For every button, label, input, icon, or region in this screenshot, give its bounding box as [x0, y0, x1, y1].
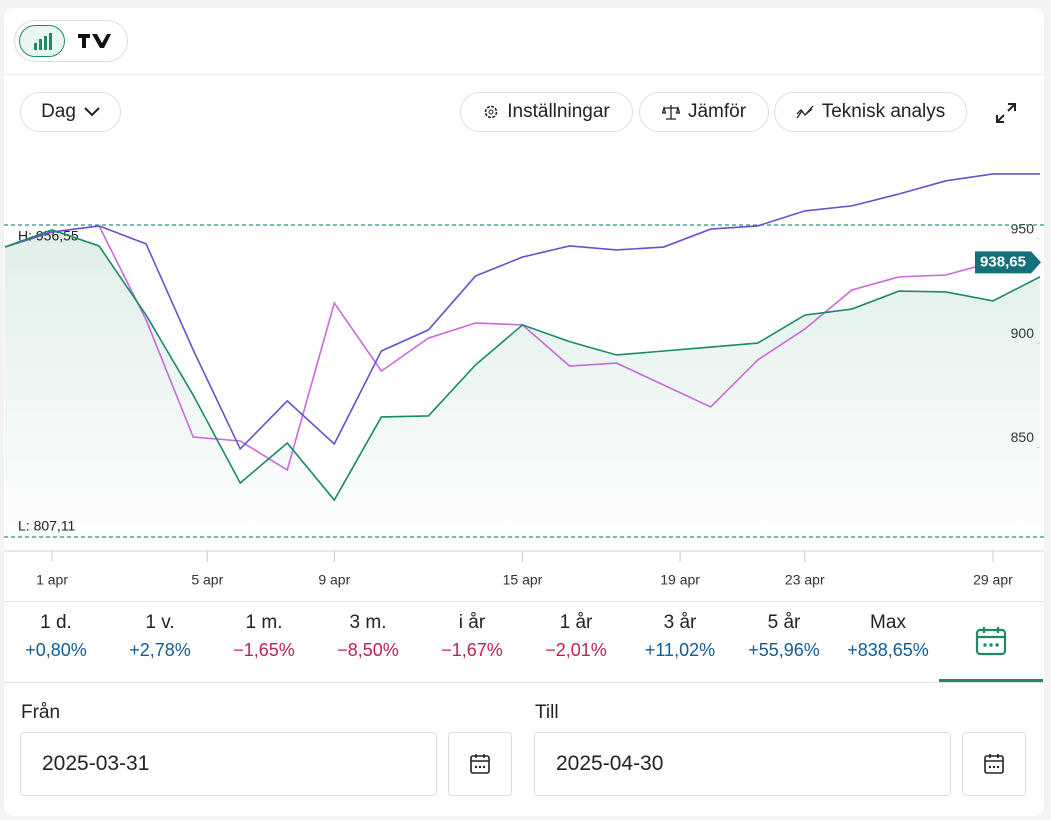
to-label: Till	[535, 702, 559, 723]
x-tick-label: 15 apr	[503, 572, 543, 588]
to-calendar[interactable]	[962, 732, 1026, 796]
active-tab	[939, 679, 1043, 682]
divider	[4, 601, 1044, 602]
price-tag	[975, 251, 1041, 274]
period-change: −1,67%	[441, 640, 503, 660]
period[interactable]: 1 d. +0,80%	[4, 612, 108, 661]
bars-icon	[34, 33, 52, 50]
settings-button[interactable]: Inställningar	[460, 92, 633, 132]
line	[4, 225, 994, 472]
y-tick-label: 950	[1011, 220, 1035, 236]
area	[5, 229, 1040, 537]
period-change: +55,96%	[748, 640, 820, 660]
calendar-icon	[984, 754, 1004, 774]
line-view[interactable]	[19, 25, 65, 57]
period-change: −8,50%	[337, 640, 399, 660]
price-label: 938,65	[980, 253, 1026, 270]
period[interactable]: 1 m. −1,65%	[212, 612, 316, 661]
view-toggle[interactable]	[14, 20, 128, 62]
fullscreen-icon[interactable]	[994, 101, 1018, 125]
gear-icon	[484, 105, 498, 119]
line	[4, 173, 1040, 451]
period-change: −2,01%	[545, 640, 607, 660]
chevron	[84, 107, 100, 117]
period-change: +2,78%	[129, 640, 191, 660]
interval: Dag	[41, 101, 76, 122]
calendar-tab[interactable]	[975, 626, 1007, 656]
analysis-button[interactable]: Teknisk analys	[774, 92, 967, 132]
period-label: 1 m.	[245, 612, 283, 633]
period-label: 3 m.	[349, 612, 387, 633]
period-label: 1 d.	[40, 612, 72, 633]
period[interactable]: 5 år +55,96%	[732, 612, 836, 661]
period-label: 1 år	[559, 612, 593, 633]
from-calendar[interactable]	[448, 732, 512, 796]
line	[4, 229, 1041, 502]
scale-icon	[661, 105, 680, 120]
x-tick-label: 9 apr	[318, 572, 350, 588]
from-label: Från	[21, 702, 61, 723]
compare-button[interactable]: Jämför	[639, 92, 769, 132]
period-change: +838,65%	[847, 640, 929, 660]
period-label: 1 v.	[145, 612, 175, 633]
period[interactable]: i år −1,67%	[420, 612, 524, 661]
to-input[interactable]: 2025-04-30	[534, 732, 951, 796]
period[interactable]: 3 år +11,02%	[628, 612, 732, 661]
period[interactable]: 3 m. −8,50%	[316, 612, 420, 661]
period-change: +11,02%	[644, 640, 716, 660]
period-change: −1,65%	[233, 640, 295, 660]
calendar-icon	[470, 754, 490, 774]
period-label: 3 år	[663, 612, 697, 633]
period-label: i år	[458, 612, 486, 633]
divider	[4, 74, 1044, 75]
x-tick-label: 23 apr	[785, 572, 825, 588]
period[interactable]: 1 v. +2,78%	[108, 612, 212, 661]
low-label: L: 807,11	[18, 518, 76, 534]
period-label: 5 år	[767, 612, 801, 633]
tv-icon[interactable]	[77, 31, 111, 51]
period-change: +0,80%	[25, 640, 87, 660]
label: Inställningar	[507, 101, 610, 122]
from-input[interactable]: 2025-03-31	[20, 732, 437, 796]
x-tick-label: 1 apr	[36, 572, 68, 588]
period[interactable]: Max +838,65%	[836, 612, 940, 661]
x-tick-label: 29 apr	[973, 572, 1013, 588]
analysis-icon	[796, 105, 814, 119]
interval-select[interactable]: Dag	[20, 92, 121, 132]
x-tick-label: 19 apr	[660, 572, 700, 588]
label: Jämför	[687, 101, 747, 122]
period-label: Max	[870, 612, 906, 633]
label: Teknisk analys	[821, 101, 946, 122]
period[interactable]: 1 år −2,01%	[524, 612, 628, 661]
divider	[4, 682, 1044, 683]
high-label: H: 956,55	[18, 228, 79, 244]
x-tick-label: 5 apr	[191, 572, 223, 588]
